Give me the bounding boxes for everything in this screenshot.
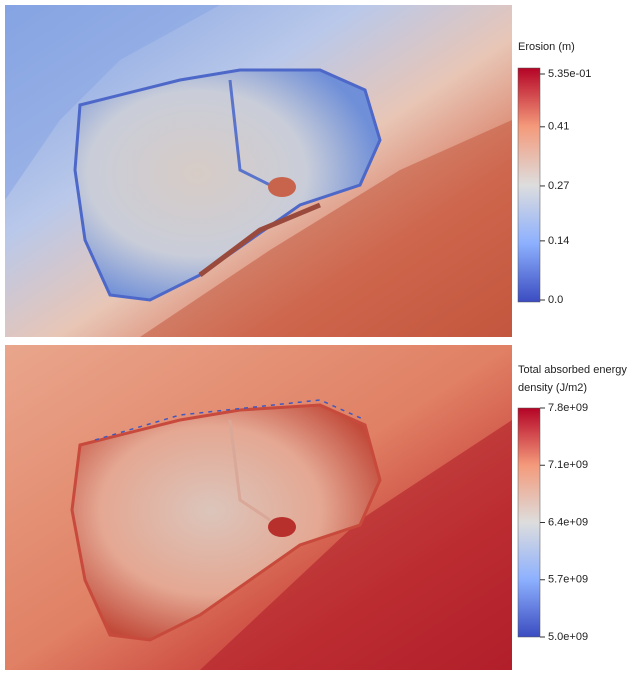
colorbar-title: density (J/m2) xyxy=(518,382,587,394)
tick-label: 0.0 xyxy=(548,294,563,306)
tick-label: 0.41 xyxy=(548,121,569,133)
tick-label: 5.35e-01 xyxy=(548,68,591,80)
tick-label: 0.14 xyxy=(548,235,569,247)
tick-label: 5.0e+09 xyxy=(548,631,588,643)
tick-label: 0.27 xyxy=(548,180,569,192)
erosion-map xyxy=(5,5,512,337)
tick-label: 7.8e+09 xyxy=(548,402,588,414)
colorbar-title: Total absorbed energy xyxy=(518,364,627,376)
tick-label: 7.1e+09 xyxy=(548,459,588,471)
colorbar-title: Erosion (m) xyxy=(518,41,575,53)
colorbar xyxy=(517,407,541,638)
colorbar xyxy=(517,67,541,303)
tick-label: 5.7e+09 xyxy=(548,574,588,586)
energy-map xyxy=(5,345,512,670)
tick-label: 6.4e+09 xyxy=(548,516,588,528)
